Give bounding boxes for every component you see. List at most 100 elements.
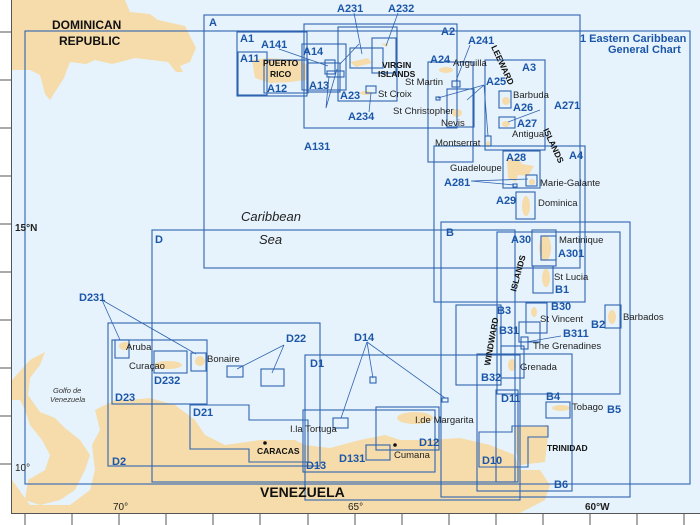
chart-label-B[interactable]: B — [446, 227, 454, 239]
chart-A27-outline[interactable] — [498, 116, 516, 129]
chart-D22-outline-1[interactable] — [226, 365, 244, 378]
chart-D2-outline[interactable] — [107, 322, 321, 467]
chart-label-A14[interactable]: A14 — [303, 46, 324, 58]
chart-B-outline[interactable] — [440, 221, 631, 498]
chart-B1-outline[interactable] — [532, 265, 554, 294]
chart-A25-inset-outline[interactable] — [435, 96, 441, 101]
chart-D231-outline-bonaire[interactable] — [190, 352, 207, 372]
chart-label-D232[interactable]: D232 — [154, 375, 180, 387]
chart-A131-outline[interactable] — [326, 70, 345, 78]
chart-label-D1[interactable]: D1 — [310, 358, 324, 370]
chart-label-D231[interactable]: D231 — [79, 292, 105, 304]
chart-A281-outline[interactable] — [525, 174, 538, 187]
chart-label-A25[interactable]: A25 — [486, 76, 506, 88]
chart-label-B4[interactable]: B4 — [546, 391, 561, 403]
chart-label-D13[interactable]: D13 — [306, 460, 326, 472]
chart-D14-outline-1[interactable] — [332, 417, 349, 429]
chart-A29-outline[interactable] — [515, 191, 536, 220]
chart-D131-outline[interactable] — [365, 444, 391, 461]
chart-A25-outline[interactable] — [446, 88, 475, 128]
chart-D231-outline-aruba[interactable] — [114, 339, 130, 359]
chart-D12-outline[interactable] — [375, 406, 440, 451]
chart-label-D[interactable]: D — [155, 234, 163, 246]
chart-D13-outline[interactable] — [302, 409, 436, 473]
chart-label-D10[interactable]: D10 — [482, 455, 502, 467]
chart-A-outline[interactable] — [203, 14, 581, 269]
chart-label-B31[interactable]: B31 — [499, 325, 519, 337]
chart-label-A3[interactable]: A3 — [522, 62, 536, 74]
chart-D232-outline[interactable] — [153, 350, 188, 374]
chart-label-D12[interactable]: D12 — [419, 437, 439, 449]
chart-label-A231[interactable]: A231 — [337, 3, 363, 15]
chart-label-A1[interactable]: A1 — [240, 33, 254, 45]
chart-label-D14[interactable]: D14 — [354, 332, 375, 344]
chart-D1-outline[interactable] — [304, 354, 521, 501]
chart-label-D21[interactable]: D21 — [193, 407, 213, 419]
chart-label-B5[interactable]: B5 — [607, 404, 621, 416]
chart-A28-outline[interactable] — [502, 150, 541, 189]
chart-label-A281[interactable]: A281 — [444, 177, 470, 189]
chart-A281-inset-outline[interactable] — [512, 183, 518, 188]
chart-A4-outline[interactable] — [433, 145, 586, 303]
chart-A301-outline[interactable] — [540, 235, 557, 261]
chart-label-A11[interactable]: A11 — [240, 53, 260, 65]
chart-D22-outline-2[interactable] — [260, 368, 285, 387]
chart-label-A141[interactable]: A141 — [261, 39, 287, 51]
chart-B4-outline[interactable] — [545, 401, 571, 419]
chart-label-B1[interactable]: B1 — [555, 284, 569, 296]
chart-D11-outline[interactable] — [495, 389, 519, 483]
chart-A231-outline[interactable] — [349, 47, 384, 69]
chart-label-A12[interactable]: A12 — [267, 83, 287, 95]
chart-label-A29[interactable]: A29 — [496, 195, 516, 207]
chart-D21-outline[interactable] — [189, 404, 309, 463]
chart-label-A271[interactable]: A271 — [554, 100, 580, 112]
chart-label-B3[interactable]: B3 — [497, 305, 511, 317]
chart-label-A24[interactable]: A24 — [430, 54, 451, 66]
chart-B6-outline[interactable] — [476, 353, 573, 492]
chart-B31-outline[interactable] — [518, 321, 541, 343]
general-chart-title-1[interactable]: 1 Eastern Caribbean — [580, 33, 687, 45]
chart-D23-outline[interactable] — [111, 339, 208, 405]
chart-A11-outline[interactable] — [237, 51, 268, 96]
chart-A2-outline[interactable] — [303, 23, 458, 129]
chart-B1-region-outline[interactable] — [496, 231, 621, 395]
chart-label-D2[interactable]: D2 — [112, 456, 126, 468]
chart-label-D22[interactable]: D22 — [286, 333, 306, 345]
chart-label-B32[interactable]: B32 — [481, 372, 501, 384]
chart-B30-outline[interactable] — [525, 302, 548, 334]
chart-label-D23[interactable]: D23 — [115, 392, 135, 404]
chart-A3-outline[interactable] — [484, 59, 546, 151]
chart-label-A241[interactable]: A241 — [468, 35, 494, 47]
general-chart-title-2[interactable]: General Chart — [608, 44, 681, 56]
chart-label-A23[interactable]: A23 — [340, 90, 360, 102]
chart-D-outline[interactable] — [151, 229, 516, 483]
chart-B2-outline[interactable] — [604, 304, 622, 329]
chart-label-A13[interactable]: A13 — [309, 80, 329, 92]
chart-label-A4[interactable]: A4 — [569, 150, 584, 162]
chart-B3-outline[interactable] — [455, 304, 502, 386]
chart-label-A301[interactable]: A301 — [558, 248, 584, 260]
chart-label-D11[interactable]: D11 — [501, 393, 521, 405]
chart-A232-outline[interactable] — [371, 37, 397, 74]
chart-label-B6[interactable]: B6 — [554, 479, 568, 491]
chart-label-D131[interactable]: D131 — [339, 453, 365, 465]
chart-A12-outline[interactable] — [263, 59, 309, 94]
chart-label-A27[interactable]: A27 — [517, 118, 537, 130]
chart-label-A30[interactable]: A30 — [511, 234, 531, 246]
chart-A26-outline[interactable] — [498, 90, 512, 109]
chart-label-B30[interactable]: B30 — [551, 301, 571, 313]
chart-label-A28[interactable]: A28 — [506, 152, 526, 164]
chart-label-A2[interactable]: A2 — [441, 26, 455, 38]
chart-A24-outline[interactable] — [427, 61, 474, 163]
chart-A23-outline[interactable] — [337, 26, 398, 102]
chart-label-A26[interactable]: A26 — [513, 102, 533, 114]
chart-label-B2[interactable]: B2 — [591, 319, 605, 331]
chart-A14-outline[interactable] — [301, 43, 347, 91]
chart-A141-outline[interactable] — [324, 59, 336, 75]
chart-label-A131[interactable]: A131 — [304, 141, 330, 153]
chart-label-A232[interactable]: A232 — [388, 3, 414, 15]
chart-label-A234[interactable]: A234 — [348, 111, 375, 123]
chart-B32-outline[interactable] — [500, 345, 525, 379]
chart-label-B311[interactable]: B311 — [563, 328, 589, 340]
chart-label-A[interactable]: A — [209, 17, 217, 29]
